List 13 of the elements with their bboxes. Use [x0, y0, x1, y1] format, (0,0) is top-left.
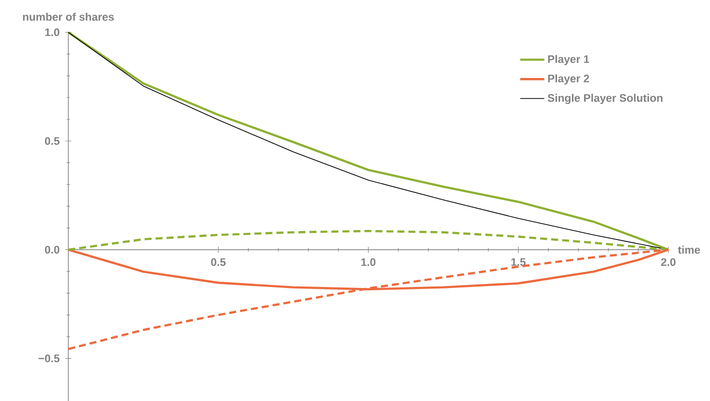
- x-tick-label: 1.5: [511, 258, 526, 266]
- x-tick-label: 2.0: [661, 258, 676, 266]
- legend-label: Player 1: [548, 54, 590, 66]
- y-tick-label: 1.0: [45, 28, 60, 36]
- legend-label: Player 2: [548, 74, 590, 85]
- x-axis-title: time: [678, 246, 700, 254]
- y-axis-title: number of shares: [23, 12, 114, 21]
- x-tick-label: 0.5: [211, 258, 226, 266]
- y-tick-label: 0.0: [44, 246, 60, 254]
- legend-label: Single Player Solution: [548, 94, 662, 104]
- y-tick-label: 0.5: [44, 137, 60, 145]
- x-tick-label: 1.0: [361, 258, 376, 266]
- y-tick-label: −0.5: [38, 354, 60, 362]
